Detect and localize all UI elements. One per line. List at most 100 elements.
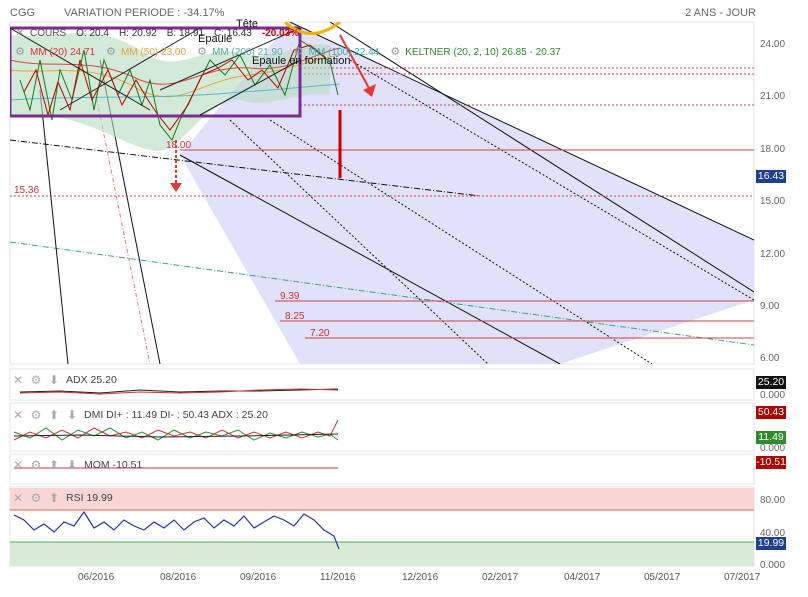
channel-mid: [329, 22, 754, 293]
y-axis: 24.00 21.00 18.00 15.00 12.00 9.00 6.00: [760, 39, 785, 364]
adx-header: ✕ ⚙ ⬇ ADX 25.20: [12, 374, 117, 386]
channel-top: [289, 22, 754, 241]
arrow-up-icon[interactable]: ⬆: [48, 408, 60, 422]
keltner-label: KELTNER (20, 2, 10) 26.85 - 20.37: [405, 46, 561, 58]
gear-icon[interactable]: ⚙: [30, 373, 42, 387]
x-tick: 12/2016: [402, 572, 439, 583]
mm100-line: [10, 83, 341, 101]
channel-dotted-3: [229, 119, 489, 364]
adx-panel: [9, 368, 755, 401]
cours-label: COURS: [30, 27, 67, 39]
y-tick: 24.00: [760, 39, 785, 50]
level-939-label: 9.39: [280, 291, 300, 302]
x-tick: 06/2016: [78, 572, 115, 583]
epaule-left-label: Epaule: [198, 33, 232, 45]
pattern-diag-1: [10, 27, 151, 111]
price-badge: 16.43: [756, 170, 786, 183]
rsi-value: 19.99: [86, 492, 113, 504]
mom-value: -10.51: [112, 459, 143, 471]
y-tick: 6.00: [760, 353, 780, 364]
adx-line: [19, 388, 339, 394]
dmi-values: DI+ : 11.49 DI- : 50.43 ADX : 25.20: [106, 409, 268, 421]
high-value: H: 20.92: [118, 27, 157, 39]
dmi-label: DMI: [84, 409, 104, 421]
arrow-up-icon[interactable]: ⬆: [48, 491, 60, 505]
dmi-zero: 0.000: [760, 443, 786, 454]
level-720-label: 7.20: [310, 328, 330, 339]
low-value: B: 18.91: [166, 27, 205, 39]
adx-badge: 25.20: [756, 376, 786, 389]
dmi-header: ✕ ⚙ ⬆ ⬇ DMI DI+ : 11.49 DI- : 50.43 ADX …: [12, 409, 268, 421]
target-arrow-right: [339, 34, 371, 91]
y-tick: 21.00: [760, 91, 785, 102]
pattern-diag-3: [159, 27, 301, 91]
adx-red-line: [19, 388, 339, 395]
x-tick: 04/2017: [564, 572, 601, 583]
x-tick: 08/2016: [160, 572, 197, 583]
x-tick: 02/2017: [482, 572, 519, 583]
close-icon[interactable]: ✕: [12, 491, 24, 505]
chart-header: CGG VARIATION PERIODE : -34.17% 2 ANS - …: [0, 0, 808, 24]
rsi-badge: 19.99: [756, 537, 786, 550]
gear-icon[interactable]: ⚙: [15, 46, 25, 58]
arrow-up-icon[interactable]: ⬆: [48, 458, 60, 472]
epaule-right-label: Epaule en formation: [252, 55, 350, 67]
head-circle: [283, 22, 341, 35]
rsi-line: [13, 510, 340, 550]
y-tick: 9.00: [760, 301, 780, 312]
arrow-down-icon[interactable]: ⬇: [66, 408, 78, 422]
target-arrowhead-left: [170, 183, 182, 192]
mm20-label: MM (20) 24.71: [30, 46, 96, 58]
gear-icon[interactable]: ⚙: [293, 46, 304, 58]
open-value: O: 20.4: [76, 27, 109, 39]
keltner-band: [10, 33, 330, 152]
pattern-box: [10, 26, 302, 118]
rsi-tick: 0.000: [760, 560, 785, 571]
x-tick: 07/2017: [724, 572, 761, 583]
y-tick: 18.00: [760, 144, 785, 155]
adx-label: ADX: [66, 374, 88, 386]
x-tick: 05/2017: [644, 572, 681, 583]
close-icon[interactable]: ✕: [15, 27, 25, 39]
adx-value: 25.20: [90, 374, 117, 386]
gear-icon[interactable]: ⚙: [30, 408, 42, 422]
trend-green: [10, 241, 754, 346]
rsi-oversold-band: [10, 542, 754, 566]
mm200-label: MM (200) 21.90: [212, 46, 283, 58]
gear-icon[interactable]: ⚙: [197, 46, 207, 58]
y-tick: 12.00: [760, 249, 785, 260]
rsi-tick: 80.00: [760, 495, 785, 506]
trend-red: [94, 89, 151, 364]
rsi-axis: 80.00 40.00 0.000: [760, 495, 785, 571]
gear-icon[interactable]: ⚙: [30, 458, 42, 472]
close-icon[interactable]: ✕: [12, 458, 24, 472]
gear-icon[interactable]: ⚙: [30, 491, 42, 505]
close-icon[interactable]: ✕: [12, 373, 24, 387]
pattern-diag-2: [59, 27, 201, 111]
gear-icon[interactable]: ⚙: [106, 46, 116, 58]
channel-bottom: [179, 154, 561, 364]
tete-label: Tête: [236, 18, 258, 30]
variation-label: VARIATION PERIODE : -34.17%: [64, 7, 225, 19]
arrow-down-icon[interactable]: ⬇: [66, 458, 78, 472]
rsi-label: RSI: [66, 492, 84, 504]
x-tick: 09/2016: [240, 572, 277, 583]
symbol-label: CGG: [10, 7, 36, 19]
legend-row-1: ✕ COURS O: 20.4 H: 20.92 B: 18.91 C: 16.4…: [14, 27, 309, 39]
low-label: 18.00: [166, 140, 191, 151]
target-arrowhead-right: [363, 84, 376, 97]
mom-badge: -10.51: [756, 456, 786, 469]
trend-dashdot: [10, 139, 481, 197]
dmi-plus-badge: 11.49: [756, 431, 786, 444]
rsi-tick: 40.00: [760, 528, 785, 539]
level-825-label: 8.25: [285, 311, 305, 322]
channel-fill: [180, 22, 754, 364]
mom-header: ✕ ⚙ ⬆ ⬇ MOM -10.51: [12, 459, 142, 471]
period-selector[interactable]: 2 ANS - JOUR: [685, 7, 756, 19]
arrow-down-icon[interactable]: ⬇: [48, 373, 60, 387]
gear-icon[interactable]: ⚙: [390, 46, 401, 58]
mm50-label: MM (50) 23.00: [121, 46, 187, 58]
close-icon[interactable]: ✕: [12, 408, 24, 422]
close-value: C: 16.43: [214, 27, 252, 39]
